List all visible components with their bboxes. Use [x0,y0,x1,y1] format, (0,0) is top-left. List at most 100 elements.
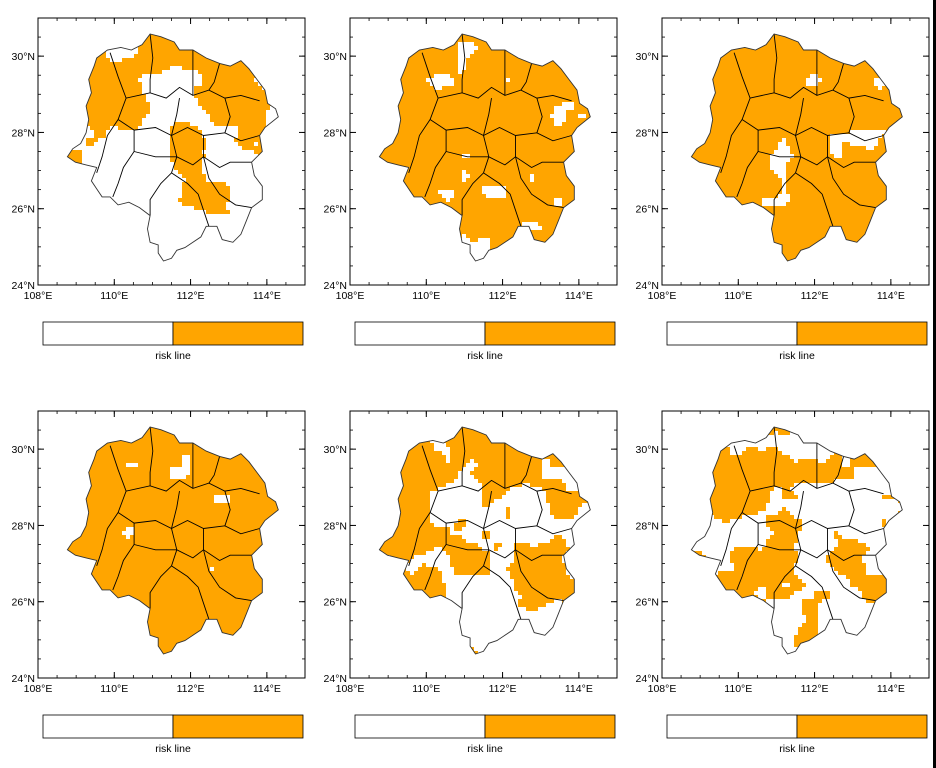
county-boundary [848,97,855,133]
county-boundary [483,565,522,620]
lon-tick-label: 108°E [648,683,677,695]
county-boundary [488,549,564,562]
colorbar-label: risk line [155,350,191,362]
lat-tick-label: 26°N [636,597,659,609]
lon-tick-label: 114°E [565,290,593,302]
county-boundary [176,549,252,562]
county-boundary [757,544,801,551]
county-boundary [171,565,210,620]
risk-pixels [67,427,279,654]
county-boundary [773,135,802,216]
province-outline [690,33,903,262]
colorbar-box [484,714,616,739]
county-boundary [795,565,834,620]
colorbar-label: risk line [779,350,815,362]
county-boundary [117,119,260,142]
county-boundary [176,156,252,169]
county-boundary [827,549,876,602]
county-boundary [445,151,489,158]
lat-tick-label: 30°N [636,51,659,63]
lat-tick-label: 30°N [12,444,35,456]
province-outline [378,426,591,655]
county-boundary [757,151,801,158]
county-boundary [133,151,177,158]
lat-tick-label: 30°N [12,51,35,63]
lat-tick-label: 28°N [636,127,659,139]
lon-tick-label: 112°E [489,290,517,302]
lon-tick-label: 114°E [877,290,905,302]
risk-pixels [691,34,903,261]
county-boundary [461,528,490,609]
lat-tick-label: 30°N [324,51,347,63]
colorbar-box [172,714,304,739]
county-boundary [515,156,564,209]
county-boundary [795,172,834,227]
risk-area-4 [67,427,279,654]
county-boundary [224,490,231,526]
risk-pixels [379,427,591,654]
county-boundary [208,456,221,484]
county-boundary [224,97,231,133]
county-boundary [429,119,572,142]
county-boundary [429,512,572,535]
colorbar-box [484,321,616,346]
county-boundary [832,456,845,484]
lat-tick-label: 24°N [324,673,347,685]
lat-tick-label: 28°N [636,520,659,532]
county-boundary [461,426,466,486]
colorbar-box [354,321,486,346]
colorbar-box [172,321,304,346]
county-boundary [171,491,180,529]
county-boundary [112,130,135,198]
lat-tick-label: 26°N [12,597,35,609]
risk-area-5 [379,427,591,654]
lon-tick-label: 112°E [801,683,829,695]
county-boundary [741,119,884,142]
colorbar-box [666,714,798,739]
county-boundary [483,98,492,136]
lat-tick-label: 30°N [636,444,659,456]
county-boundary [112,523,135,591]
county-boundary [795,98,804,136]
colorbar-label: risk line [779,743,815,755]
lon-tick-label: 114°E [565,683,593,695]
colorbar-box [42,321,174,346]
province-outline [378,33,591,262]
lon-tick-label: 108°E [336,683,365,695]
lon-tick-label: 110°E [100,290,128,302]
colorbar-box [796,321,928,346]
lat-tick-label: 26°N [12,204,35,216]
county-boundary [827,156,876,209]
colorbar-box [354,714,486,739]
lon-tick-label: 114°E [877,683,905,695]
lon-tick-label: 112°E [801,290,829,302]
lat-tick-label: 28°N [12,520,35,532]
county-boundary [149,33,154,93]
lon-tick-label: 112°E [489,683,517,695]
county-boundary [773,528,802,609]
lat-tick-label: 24°N [12,673,35,685]
lon-tick-label: 108°E [24,683,53,695]
province-outline [66,33,279,262]
lon-tick-label: 110°E [100,683,128,695]
lat-tick-label: 26°N [324,204,347,216]
county-boundary [795,491,804,529]
county-boundary [773,33,778,93]
colorbar-label: risk line [467,350,503,362]
county-boundary [483,491,492,529]
colorbar-label: risk line [155,743,191,755]
county-boundary [488,156,564,169]
risk-area-3 [691,34,903,261]
lon-tick-label: 110°E [412,290,440,302]
county-boundary [203,156,252,209]
lat-tick-label: 24°N [324,280,347,292]
county-boundary [536,490,543,526]
county-boundary [149,426,154,486]
lat-tick-label: 28°N [324,520,347,532]
county-boundary [461,33,466,93]
